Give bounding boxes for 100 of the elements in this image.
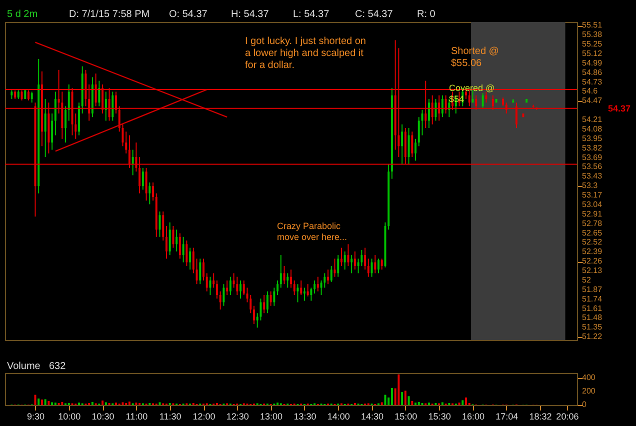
y-tick-label: 51.87 <box>582 284 603 294</box>
bar <box>418 402 420 405</box>
bar <box>411 400 414 405</box>
candlestick <box>168 222 171 256</box>
candlestick <box>44 98 46 158</box>
y-tick-label: 51.61 <box>582 304 603 313</box>
candlestick <box>374 254 376 274</box>
candlestick <box>64 106 67 144</box>
x-tick-label: 16:00 <box>462 412 484 422</box>
candlestick <box>303 287 306 302</box>
x-tick-label: 10:30 <box>92 412 114 422</box>
candlestick <box>300 280 302 296</box>
x-tick-label: 10:00 <box>58 412 81 422</box>
candlestick <box>199 258 202 285</box>
candlestick <box>206 272 208 292</box>
candlestick <box>408 128 410 165</box>
bar <box>38 398 40 405</box>
candlestick <box>314 280 316 294</box>
x-tick-label: 15:00 <box>394 412 418 422</box>
candlestick <box>158 210 161 238</box>
candlestick <box>178 232 181 260</box>
text: O: 54.37 <box>169 9 208 20</box>
candlestick <box>162 210 164 242</box>
candlestick <box>54 91 56 136</box>
candlestick <box>98 80 100 107</box>
candlestick <box>132 149 134 176</box>
y-tick-label: 53.56 <box>582 162 603 172</box>
y-tick-label: 53.95 <box>582 134 603 143</box>
y-tick-label: 55.25 <box>582 40 603 49</box>
candlestick <box>240 280 242 300</box>
candlestick <box>263 294 266 314</box>
candlestick <box>196 258 198 285</box>
bar <box>401 392 404 405</box>
candlestick <box>104 91 107 122</box>
candlestick <box>347 244 350 266</box>
bar <box>61 402 64 405</box>
y-tick-label: 0 <box>582 400 587 409</box>
candlestick <box>293 280 296 296</box>
candlestick <box>316 276 319 292</box>
y-tick-label: 51.48 <box>582 313 603 322</box>
candlestick <box>273 287 276 306</box>
candlestick <box>401 124 404 165</box>
y-tick-label: 54.99 <box>582 58 603 68</box>
candlestick <box>152 182 154 202</box>
x-tick-label: 11:30 <box>159 412 182 422</box>
y-tick-label: 53.82 <box>582 143 603 152</box>
x-tick-label: 20:06 <box>556 412 579 422</box>
bar <box>44 399 46 405</box>
candlestick <box>290 269 292 288</box>
x-tick-label: 14:00 <box>327 412 350 422</box>
y-tick-label: 54.47 <box>582 96 603 106</box>
candlestick <box>354 250 356 270</box>
candlestick <box>327 269 330 285</box>
candlestick <box>337 254 340 278</box>
text: R: 0 <box>417 9 436 20</box>
bar <box>408 396 410 405</box>
candlestick <box>411 131 414 158</box>
y-tick-label: 52 <box>582 275 592 284</box>
candlestick <box>202 258 205 281</box>
y-tick-label: 51.35 <box>582 322 603 332</box>
y-tick-label: 55.51 <box>582 20 603 30</box>
y-tick-label: 54.08 <box>582 124 603 134</box>
candlestick <box>377 258 380 274</box>
candlestick <box>334 258 336 278</box>
candlestick <box>112 91 114 122</box>
text: H: 54.37 <box>231 9 270 20</box>
candlestick <box>370 258 373 278</box>
candlestick <box>344 250 346 270</box>
candlestick <box>448 98 450 118</box>
candlestick <box>340 247 342 266</box>
y-tick-label: 52.39 <box>582 247 603 256</box>
candlestick <box>182 236 184 263</box>
y-tick-label: 54.73 <box>582 77 603 86</box>
bar <box>104 402 107 405</box>
text: L: 54.37 <box>293 9 330 20</box>
candlestick <box>176 229 178 252</box>
y-tick-label: 55.12 <box>582 48 603 58</box>
bar <box>128 402 130 405</box>
candlestick <box>482 92 484 108</box>
candlestick <box>472 90 474 104</box>
y-tick-label: 54.21 <box>582 115 603 124</box>
candlestick <box>125 131 128 154</box>
x-tick-label: 9:30 <box>26 412 45 422</box>
candlestick <box>364 247 366 270</box>
candlestick <box>266 290 268 314</box>
candlestick <box>212 272 215 288</box>
candlestick <box>306 284 309 297</box>
bar <box>91 402 94 405</box>
annotation: I got lucky. I just shorted on a lower high and scalped it for a dollar. <box>245 36 366 71</box>
bar <box>40 400 43 405</box>
chart-title: 5 d 2m <box>7 9 38 20</box>
y-tick-label: 52.26 <box>582 256 603 266</box>
y-tick-label: 53.43 <box>582 172 603 181</box>
y-tick-label: 52.65 <box>582 228 603 238</box>
y-tick-label: 55.38 <box>582 30 603 40</box>
bar <box>102 400 104 405</box>
candlestick <box>236 276 238 296</box>
y-tick-label: 200 <box>582 386 596 396</box>
y-tick-label: 51.74 <box>582 294 603 304</box>
text: 632 <box>49 361 66 372</box>
